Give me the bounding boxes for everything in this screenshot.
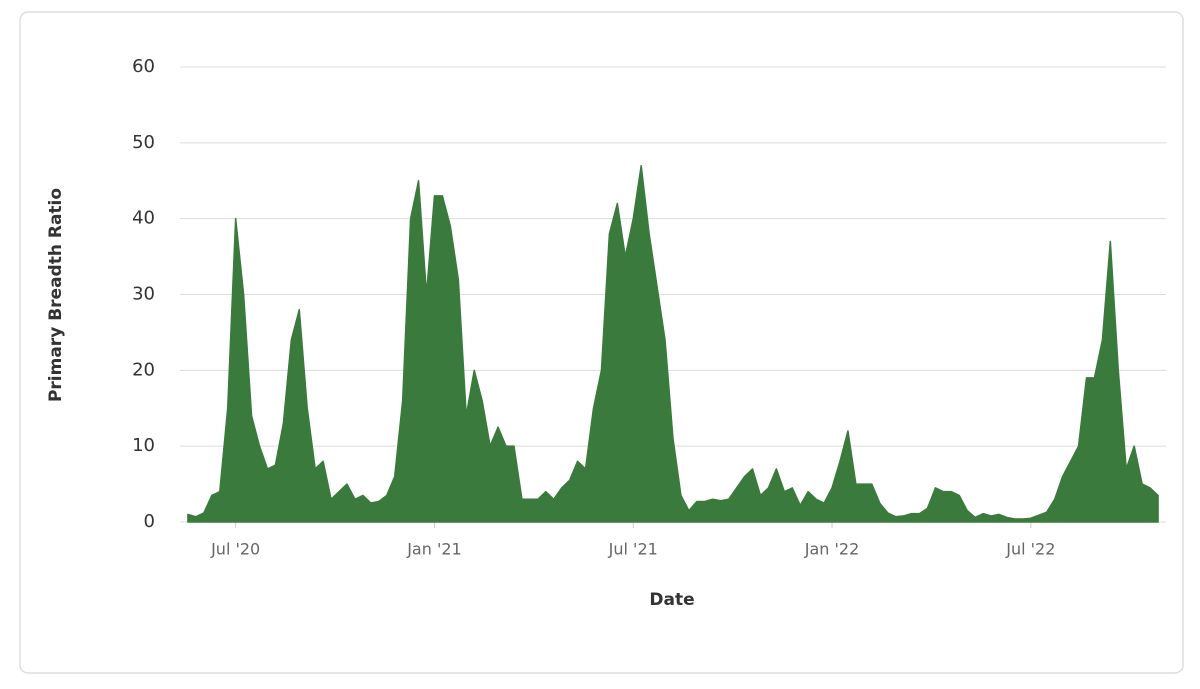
x-tick-label: Jul '20	[210, 540, 260, 559]
y-tick-label: 20	[132, 359, 155, 380]
x-tick-label: Jan '22	[804, 540, 860, 559]
x-tick-label: Jul '21	[608, 540, 658, 559]
y-tick-label: 50	[132, 132, 155, 153]
y-axis-label: Primary Breadth Ratio	[46, 188, 66, 402]
area	[187, 164, 1159, 523]
y-tick-label: 60	[132, 56, 155, 77]
x-tick-label: Jan '21	[406, 540, 462, 559]
x-tick-label: Jul '22	[1005, 540, 1055, 559]
y-tick-label: 10	[132, 435, 155, 456]
card	[19, 11, 1184, 674]
y-tick-label: 0	[144, 511, 155, 532]
x-axis-label: Date	[649, 590, 694, 610]
y-tick-label: 30	[132, 284, 155, 305]
y-tick-label: 40	[132, 208, 155, 229]
